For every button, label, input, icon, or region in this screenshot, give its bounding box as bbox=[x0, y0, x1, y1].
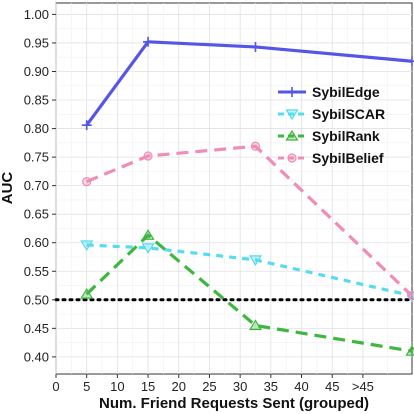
x-tick-label: 25 bbox=[202, 379, 216, 394]
series-line-sybilscar bbox=[86, 243, 413, 298]
series-layer bbox=[80, 36, 414, 356]
x-tick-label: 45 bbox=[325, 379, 339, 394]
y-tick-label: 0.75 bbox=[24, 150, 49, 165]
data-point-sybilbelief bbox=[407, 291, 414, 301]
data-point-sybiledge bbox=[407, 56, 414, 67]
legend-marker-sybilrank bbox=[285, 129, 299, 141]
series-line-sybiledge bbox=[85, 40, 413, 127]
legend-marker-sybilbelief bbox=[287, 153, 297, 163]
y-tick-label: 0.65 bbox=[24, 207, 49, 222]
x-tick-label: 15 bbox=[141, 379, 155, 394]
data-point-sybilscar bbox=[248, 255, 263, 266]
series-line-sybilrank bbox=[85, 233, 413, 353]
y-tick-label: 0.40 bbox=[24, 349, 49, 364]
x-tick-label: 5 bbox=[83, 379, 90, 394]
data-point-sybiledge bbox=[81, 120, 92, 131]
x-tick-label: 35 bbox=[264, 379, 278, 394]
data-point-sybilrank bbox=[80, 287, 94, 299]
x-tick-label: 30 bbox=[233, 379, 247, 394]
legend-label-sybilrank: SybilRank bbox=[312, 128, 380, 144]
y-tick-label: 0.50 bbox=[24, 292, 49, 307]
data-point-sybilscar bbox=[80, 240, 94, 252]
data-point-sybiledge bbox=[143, 36, 154, 47]
data-point-sybilbelief bbox=[143, 151, 153, 161]
grid-lines bbox=[55, 3, 412, 374]
plot-panel bbox=[55, 2, 413, 375]
y-tick-label: 0.60 bbox=[24, 235, 49, 250]
y-tick-label: 0.45 bbox=[24, 321, 49, 336]
data-point-sybilrank bbox=[405, 345, 414, 356]
data-point-sybiledge bbox=[250, 41, 261, 52]
y-tick-label: 0.55 bbox=[24, 264, 49, 279]
x-tick-label: 40 bbox=[294, 379, 308, 394]
legend-label-sybilscar: SybilSCAR bbox=[312, 106, 385, 122]
data-point-sybilrank bbox=[248, 319, 263, 331]
data-point-sybilrank bbox=[141, 229, 155, 240]
y-tick-label: 0.80 bbox=[24, 121, 49, 136]
x-tick-label: 10 bbox=[110, 379, 124, 394]
x-tick-label: 0 bbox=[52, 379, 59, 394]
data-point-sybilscar bbox=[141, 243, 155, 255]
legend-marker-sybilscar bbox=[285, 109, 299, 121]
legend-marker-sybiledge bbox=[287, 87, 297, 97]
legend: SybilEdge SybilSCAR SybilRank SybilBelief bbox=[278, 84, 385, 166]
series-line-sybilbelief bbox=[86, 144, 414, 297]
axis-layer: 0.40 0.45 0.50 0.55 0.60 0.65 0.70 0.75 0.80 0.85… bbox=[24, 7, 374, 394]
y-tick-label: 1.00 bbox=[24, 7, 49, 22]
y-tick-label: 0.95 bbox=[24, 35, 49, 50]
x-axis-title: Num. Friend Requests Sent (grouped) bbox=[99, 395, 369, 412]
y-tick-label: 0.85 bbox=[24, 93, 49, 108]
legend-label-sybilbelief: SybilBelief bbox=[312, 150, 384, 166]
y-axis-title: AUC bbox=[0, 172, 16, 205]
data-point-sybilbelief bbox=[82, 177, 92, 187]
data-point-sybilbelief bbox=[250, 141, 261, 151]
y-tick-label: 0.70 bbox=[24, 178, 49, 193]
x-tick-label: 20 bbox=[172, 379, 186, 394]
y-tick-label: 0.90 bbox=[24, 64, 49, 79]
legend-label-sybiledge: SybilEdge bbox=[312, 84, 380, 100]
x-tick-label: >45 bbox=[352, 379, 374, 394]
